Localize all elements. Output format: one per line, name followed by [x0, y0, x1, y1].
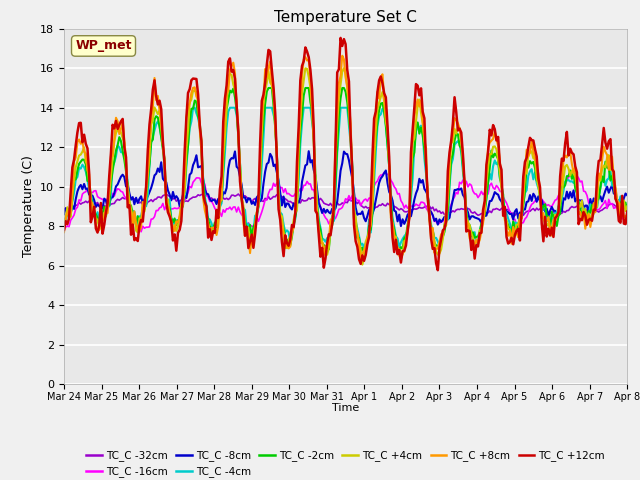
TC_C -2cm: [504, 222, 512, 228]
TC_C +12cm: [60, 227, 68, 233]
TC_C -32cm: [236, 193, 244, 199]
TC_C -4cm: [189, 105, 197, 110]
TC_C -8cm: [72, 196, 79, 202]
TC_C +4cm: [374, 107, 381, 112]
TC_C -32cm: [372, 204, 380, 210]
TC_C -32cm: [491, 206, 499, 212]
TC_C +8cm: [511, 232, 519, 238]
TC_C +4cm: [60, 219, 68, 225]
TC_C -32cm: [509, 210, 517, 216]
TC_C -32cm: [60, 206, 68, 212]
TC_C -16cm: [504, 204, 512, 210]
TC_C +8cm: [60, 229, 68, 235]
TC_C +4cm: [511, 228, 519, 234]
TC_C +12cm: [493, 138, 500, 144]
TC_C +4cm: [504, 226, 512, 231]
Line: TC_C +4cm: TC_C +4cm: [64, 68, 627, 264]
TC_C +8cm: [357, 259, 365, 264]
TC_C -16cm: [511, 216, 519, 222]
TC_C -8cm: [493, 191, 500, 197]
TC_C -16cm: [60, 228, 68, 234]
Y-axis label: Temperature (C): Temperature (C): [22, 156, 35, 257]
TC_C -2cm: [72, 177, 79, 182]
TC_C -16cm: [137, 229, 145, 235]
Line: TC_C -2cm: TC_C -2cm: [64, 88, 627, 253]
X-axis label: Time: Time: [332, 403, 359, 413]
TC_C -4cm: [504, 216, 512, 222]
TC_C +8cm: [493, 137, 500, 143]
TC_C +12cm: [72, 143, 79, 148]
TC_C -2cm: [360, 250, 368, 256]
TC_C +12cm: [504, 240, 512, 246]
Legend: TC_C -32cm, TC_C -16cm, TC_C -8cm, TC_C -4cm, TC_C -2cm, TC_C +4cm, TC_C +8cm, T: TC_C -32cm, TC_C -16cm, TC_C -8cm, TC_C …: [82, 446, 609, 480]
TC_C -2cm: [623, 209, 631, 215]
TC_C +12cm: [623, 209, 631, 215]
TC_C -32cm: [72, 202, 79, 208]
TC_C -16cm: [236, 209, 244, 215]
TC_C -4cm: [60, 219, 68, 225]
TC_C -4cm: [623, 206, 631, 212]
TC_C -8cm: [234, 166, 242, 171]
TC_C -32cm: [502, 207, 510, 213]
TC_C -8cm: [504, 209, 512, 215]
TC_C -2cm: [60, 219, 68, 225]
TC_C -16cm: [72, 206, 79, 212]
Line: TC_C +12cm: TC_C +12cm: [64, 38, 627, 270]
TC_C -8cm: [511, 209, 519, 215]
TC_C -32cm: [163, 191, 170, 197]
TC_C +4cm: [358, 262, 366, 267]
Line: TC_C -32cm: TC_C -32cm: [64, 194, 627, 216]
TC_C -2cm: [374, 119, 381, 125]
TC_C -4cm: [511, 220, 519, 226]
TC_C -4cm: [372, 149, 380, 155]
TC_C +8cm: [72, 155, 79, 160]
TC_C -8cm: [305, 148, 312, 154]
TC_C -16cm: [623, 219, 631, 225]
TC_C -8cm: [372, 197, 380, 203]
TC_C +12cm: [511, 232, 519, 238]
TC_C +4cm: [234, 135, 242, 141]
TC_C -4cm: [396, 244, 403, 250]
TC_C +12cm: [372, 108, 380, 114]
TC_C +8cm: [623, 220, 631, 226]
TC_C +12cm: [434, 267, 442, 273]
TC_C +12cm: [234, 129, 242, 135]
TC_C +8cm: [234, 123, 242, 129]
TC_C +12cm: [337, 35, 344, 41]
TC_C -16cm: [380, 169, 388, 175]
TC_C +4cm: [493, 146, 500, 152]
TC_C +4cm: [72, 164, 79, 170]
TC_C -8cm: [60, 211, 68, 217]
TC_C -2cm: [234, 133, 242, 139]
TC_C -4cm: [72, 177, 79, 182]
TC_C -16cm: [493, 182, 500, 188]
TC_C -8cm: [623, 192, 631, 198]
TC_C +8cm: [504, 233, 512, 239]
Line: TC_C -16cm: TC_C -16cm: [64, 172, 627, 232]
TC_C -8cm: [397, 223, 404, 229]
TC_C +8cm: [339, 53, 346, 59]
TC_C -32cm: [623, 205, 631, 211]
TC_C -4cm: [493, 161, 500, 167]
TC_C +4cm: [301, 65, 309, 71]
TC_C -32cm: [518, 213, 525, 218]
Line: TC_C -8cm: TC_C -8cm: [64, 151, 627, 226]
Line: TC_C -4cm: TC_C -4cm: [64, 108, 627, 247]
TC_C +8cm: [374, 89, 381, 95]
TC_C -2cm: [265, 85, 273, 91]
TC_C -2cm: [511, 226, 519, 232]
TC_C +4cm: [623, 204, 631, 209]
Text: WP_met: WP_met: [76, 39, 132, 52]
TC_C -2cm: [493, 153, 500, 158]
Title: Temperature Set C: Temperature Set C: [274, 10, 417, 25]
TC_C -4cm: [236, 161, 244, 167]
TC_C -16cm: [372, 180, 380, 186]
Line: TC_C +8cm: TC_C +8cm: [64, 56, 627, 262]
